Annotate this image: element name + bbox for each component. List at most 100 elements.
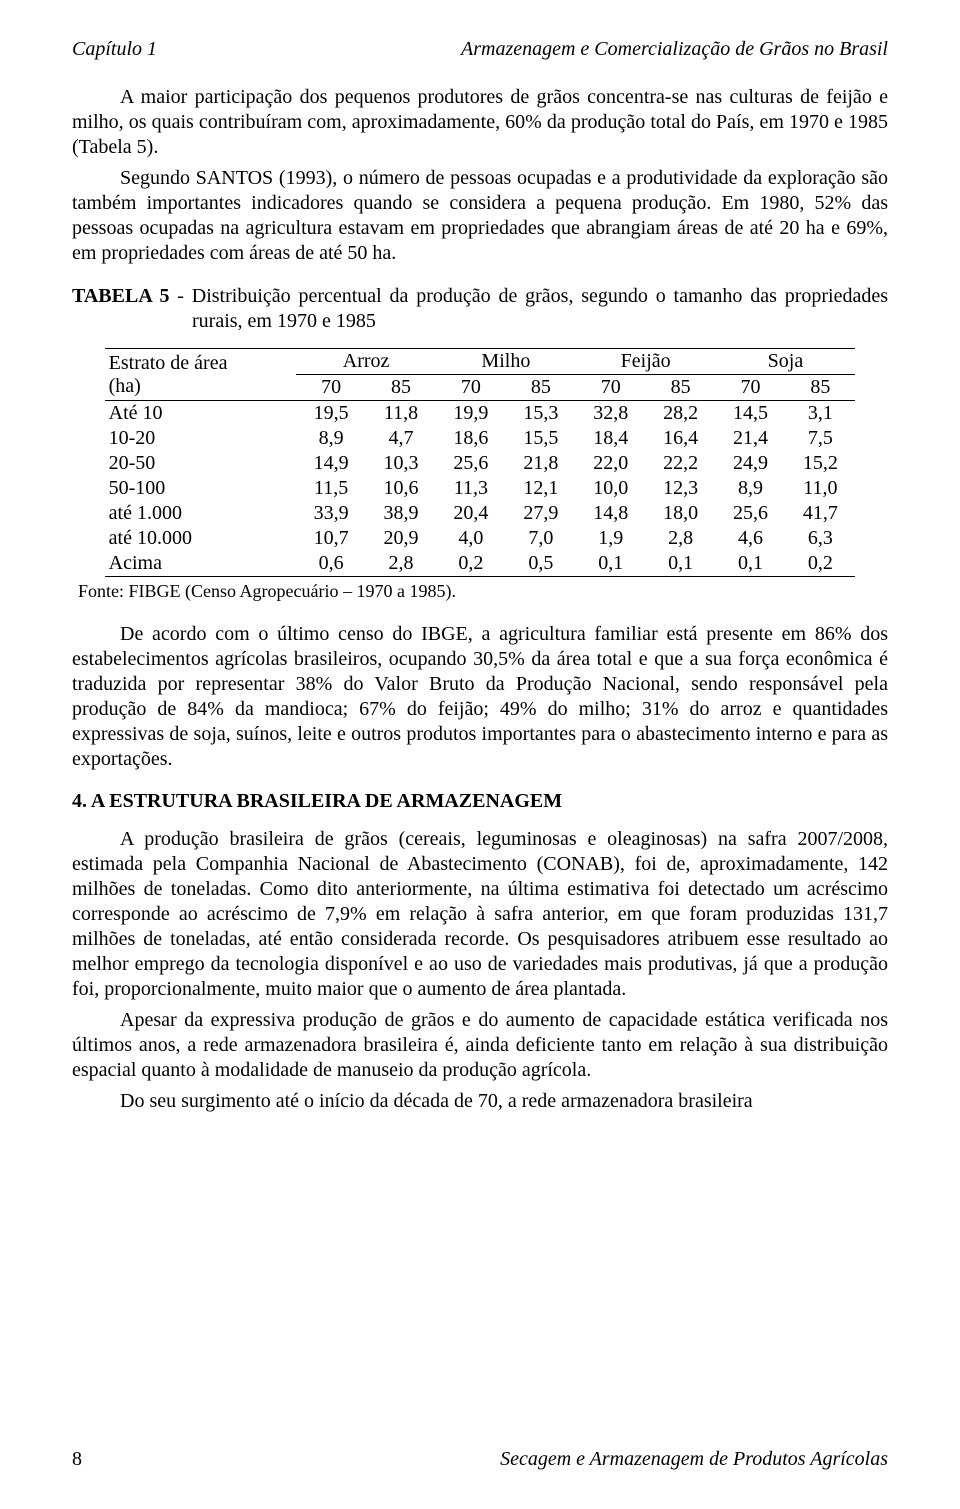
cell: 18,0 [646,501,716,526]
cell: 7,5 [785,426,855,451]
cell: 0,5 [506,551,576,577]
paragraph-4: A produção brasileira de grãos (cereais,… [72,827,888,1002]
cell: 4,0 [436,526,506,551]
cell: 12,1 [506,476,576,501]
cell: 10,3 [366,451,436,476]
stub-line2: (ha) [109,375,141,397]
table-row: até 10.000 10,7 20,9 4,0 7,0 1,9 2,8 4,6… [105,526,856,551]
table-row: Até 10 19,5 11,8 19,9 15,3 32,8 28,2 14,… [105,401,856,427]
cell: 0,2 [436,551,506,577]
cell: 15,2 [785,451,855,476]
cell: 10,6 [366,476,436,501]
cell: 10,0 [576,476,646,501]
cell: 2,8 [366,551,436,577]
subcol: 85 [785,375,855,401]
cell: 6,3 [785,526,855,551]
cell: 0,1 [716,551,786,577]
stub-header: Estrato de área (ha) [105,349,297,401]
cell: 14,5 [716,401,786,427]
cell: 10,7 [296,526,366,551]
running-footer: 8 Secagem e Armazenagem de Produtos Agrí… [72,1448,888,1471]
cell: 11,3 [436,476,506,501]
cell: 11,5 [296,476,366,501]
cell: 0,2 [785,551,855,577]
cell: 25,6 [436,451,506,476]
table5-caption: TABELA 5 - Distribuição percentual da pr… [72,284,888,334]
cell: 33,9 [296,501,366,526]
cell: 18,6 [436,426,506,451]
cell: 28,2 [646,401,716,427]
cell: 41,7 [785,501,855,526]
cell: 25,6 [716,501,786,526]
table-header-row1: Estrato de área (ha) Arroz Milho Feijão … [105,349,856,375]
subcol: 70 [716,375,786,401]
cell: 12,3 [646,476,716,501]
header-left: Capítulo 1 [72,38,157,61]
cell: 20,9 [366,526,436,551]
footer-rest: ecagem e Armazenagem de Produtos Agrícol… [510,1448,888,1470]
cell: 4,6 [716,526,786,551]
row-label: 50-100 [105,476,297,501]
cell: 11,8 [366,401,436,427]
cell: 15,3 [506,401,576,427]
cell: 3,1 [785,401,855,427]
table5: Estrato de área (ha) Arroz Milho Feijão … [105,348,856,577]
cell: 22,2 [646,451,716,476]
table5-caption-text: - Distribuição percentual da produção de… [169,285,888,332]
cell: 27,9 [506,501,576,526]
cell: 11,0 [785,476,855,501]
paragraph-6: Do seu surgimento até o início da década… [72,1089,888,1114]
cell: 21,8 [506,451,576,476]
cell: 16,4 [646,426,716,451]
paragraph-3: De acordo com o último censo do IBGE, a … [72,622,888,772]
cell: 15,5 [506,426,576,451]
row-label: 10-20 [105,426,297,451]
subcol: 85 [366,375,436,401]
cell: 38,9 [366,501,436,526]
paragraph-5: Apesar da expressiva produção de grãos e… [72,1008,888,1083]
page-number: 8 [72,1448,82,1471]
footer-text: Secagem e Armazenagem de Produtos Agríco… [500,1448,888,1471]
table-row: 50-100 11,5 10,6 11,3 12,1 10,0 12,3 8,9… [105,476,856,501]
cell: 0,1 [576,551,646,577]
cell: 2,8 [646,526,716,551]
cell: 14,8 [576,501,646,526]
row-label: até 1.000 [105,501,297,526]
table5-source: Fonte: FIBGE (Censo Agropecuário – 1970 … [78,581,888,602]
table-row: Acima 0,6 2,8 0,2 0,5 0,1 0,1 0,1 0,2 [105,551,856,577]
col-group-arroz: Arroz [296,349,436,375]
cell: 1,9 [576,526,646,551]
page: Capítulo 1 Armazenagem e Comercialização… [0,0,960,1509]
cell: 24,9 [716,451,786,476]
col-group-soja: Soja [716,349,856,375]
row-label: até 10.000 [105,526,297,551]
running-header: Capítulo 1 Armazenagem e Comercialização… [72,38,888,61]
table-row: até 1.000 33,9 38,9 20,4 27,9 14,8 18,0 … [105,501,856,526]
stub-line1: Estrato de área [109,352,228,374]
row-label: 20-50 [105,451,297,476]
subcol: 85 [506,375,576,401]
cell: 19,5 [296,401,366,427]
cell: 20,4 [436,501,506,526]
paragraph-1: A maior participação dos pequenos produt… [72,85,888,160]
subcol: 70 [296,375,366,401]
cell: 18,4 [576,426,646,451]
section-heading-4: 4. A ESTRUTURA BRASILEIRA DE ARMAZENAGEM [72,790,888,813]
row-label: Acima [105,551,297,577]
cell: 14,9 [296,451,366,476]
table-row: 20-50 14,9 10,3 25,6 21,8 22,0 22,2 24,9… [105,451,856,476]
cell: 0,6 [296,551,366,577]
col-group-milho: Milho [436,349,576,375]
cell: 32,8 [576,401,646,427]
cell: 0,1 [646,551,716,577]
subcol: 85 [646,375,716,401]
cell: 8,9 [296,426,366,451]
cell: 7,0 [506,526,576,551]
col-group-feijao: Feijão [576,349,716,375]
cell: 8,9 [716,476,786,501]
cell: 22,0 [576,451,646,476]
table-row: 10-20 8,9 4,7 18,6 15,5 18,4 16,4 21,4 7… [105,426,856,451]
header-right: Armazenagem e Comercialização de Grãos n… [461,38,888,61]
subcol: 70 [576,375,646,401]
paragraph-2: Segundo SANTOS (1993), o número de pesso… [72,166,888,266]
